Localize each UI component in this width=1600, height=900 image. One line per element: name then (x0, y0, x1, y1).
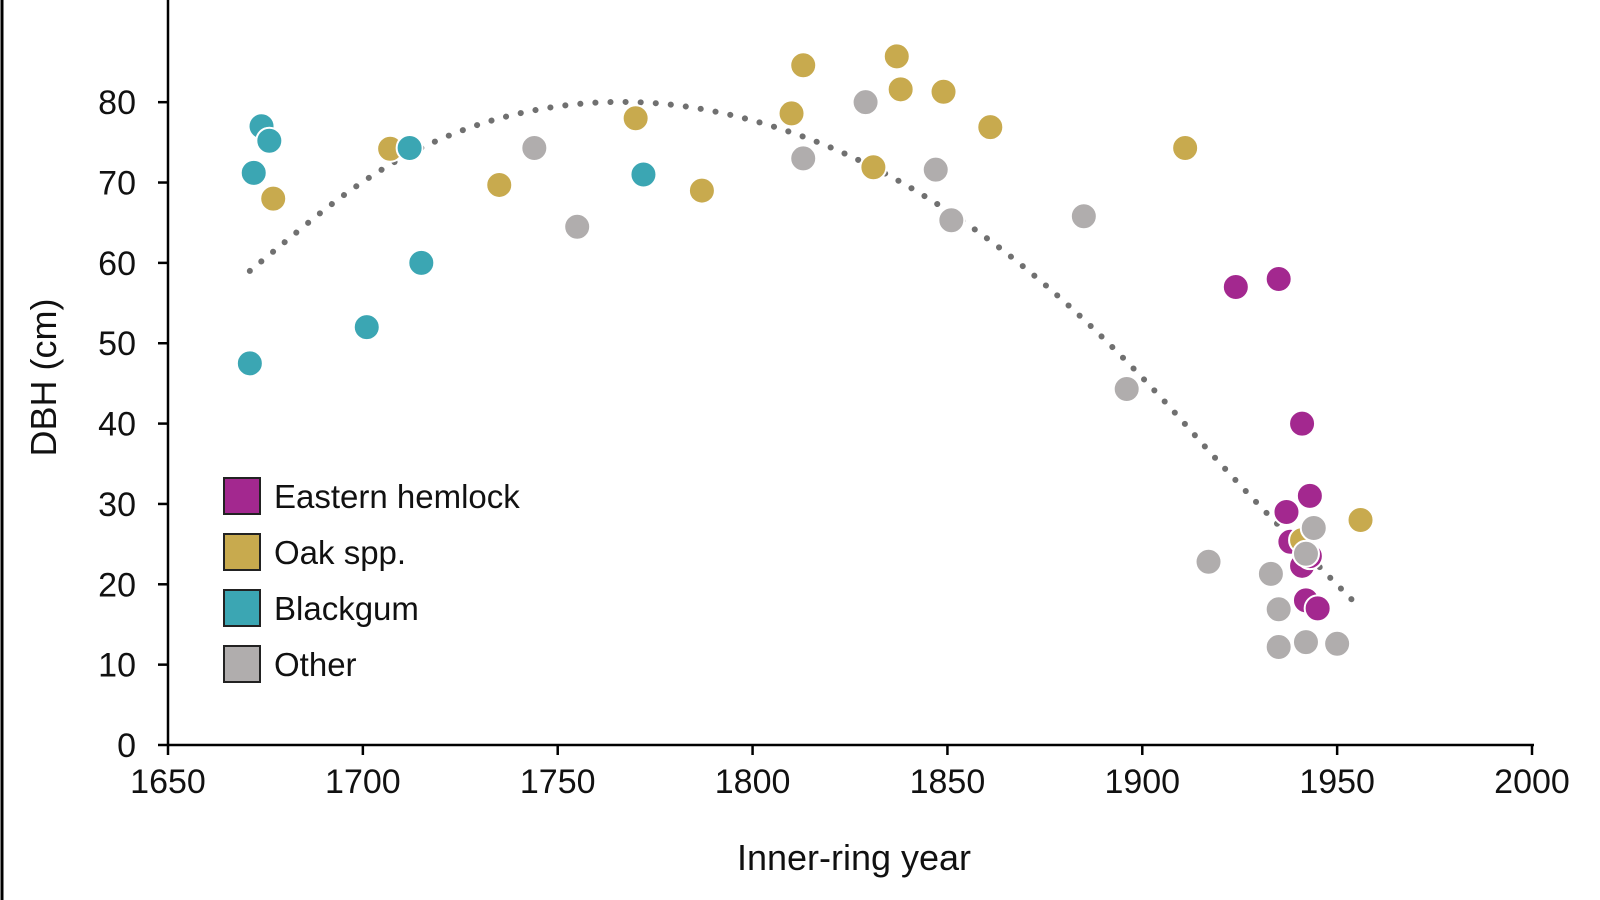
data-point (789, 51, 818, 80)
y-tick-label: 60 (98, 245, 136, 283)
y-tick-label: 50 (98, 325, 136, 363)
data-point (1256, 559, 1285, 588)
legend-label: Oak spp. (274, 534, 406, 571)
data-point (777, 99, 806, 128)
trendline-layer (246, 98, 1364, 612)
legend-swatch (223, 589, 261, 627)
data-point (352, 313, 381, 342)
x-axis-title: Inner-ring year (737, 837, 971, 878)
y-tick-label: 30 (98, 486, 136, 524)
data-point (629, 160, 658, 189)
data-point (937, 206, 966, 235)
data-point (851, 88, 880, 117)
data-point (1272, 497, 1301, 526)
data-point (239, 158, 268, 187)
data-point (255, 126, 284, 155)
data-point (859, 153, 888, 182)
data-point (1112, 375, 1141, 404)
data-point (1171, 133, 1200, 162)
y-tick-label: 0 (117, 727, 136, 765)
series-blackgum (235, 112, 658, 378)
y-tick-label: 10 (98, 647, 136, 685)
data-point (259, 184, 288, 213)
points-layer (235, 42, 1375, 661)
data-point (520, 133, 549, 162)
x-tick-label: 1800 (715, 763, 791, 801)
data-point (621, 104, 650, 133)
data-point (929, 77, 958, 106)
y-tick-label: 20 (98, 566, 136, 604)
x-tick-label: 1750 (520, 763, 596, 801)
data-point (1291, 539, 1320, 568)
legend-label: Other (274, 646, 357, 683)
data-point (976, 113, 1005, 142)
data-point (563, 212, 592, 241)
legend-swatch (223, 645, 261, 683)
y-axis-title: DBH (cm) (23, 299, 64, 457)
data-point (1221, 272, 1250, 301)
x-tick-label: 2000 (1494, 763, 1570, 801)
data-point (1323, 629, 1352, 658)
data-point (921, 155, 950, 184)
data-point (1069, 202, 1098, 231)
x-tick-label: 1700 (325, 763, 401, 801)
data-point (485, 170, 514, 199)
series-oak-spp- (259, 42, 1375, 555)
data-point (1288, 409, 1317, 438)
data-point (1299, 514, 1328, 543)
data-point (886, 75, 915, 104)
data-point (1303, 594, 1332, 623)
data-point (687, 176, 716, 205)
data-point (1264, 264, 1293, 293)
y-tick-label: 80 (98, 84, 136, 122)
legend-label: Blackgum (274, 590, 419, 627)
x-tick-label: 1650 (130, 763, 206, 801)
axes-layer: 1650 1700 1750 1800 1850 1900 1950 2000 0 10 20 30 4… (23, 0, 1570, 878)
data-point (235, 349, 264, 378)
data-point (1264, 595, 1293, 624)
data-point (407, 248, 436, 277)
data-point (1194, 547, 1223, 576)
series-other (520, 88, 1352, 661)
data-point (1295, 481, 1324, 510)
legend-label: Eastern hemlock (274, 478, 520, 515)
data-point (1346, 506, 1375, 535)
y-tick-label: 70 (98, 165, 136, 203)
trendline (246, 98, 1364, 612)
x-tick-label: 1850 (910, 763, 986, 801)
data-point (1291, 628, 1320, 657)
data-point (789, 144, 818, 173)
data-point (882, 42, 911, 71)
legend-swatch (223, 533, 261, 571)
x-tick-label: 1950 (1299, 763, 1375, 801)
data-point (1264, 632, 1293, 661)
y-tick-label: 40 (98, 406, 136, 444)
data-point (395, 133, 424, 162)
legend-swatch (223, 477, 261, 515)
x-tick-label: 1900 (1104, 763, 1180, 801)
legend: Eastern hemlock Oak spp. Blackgum Other (223, 477, 520, 683)
